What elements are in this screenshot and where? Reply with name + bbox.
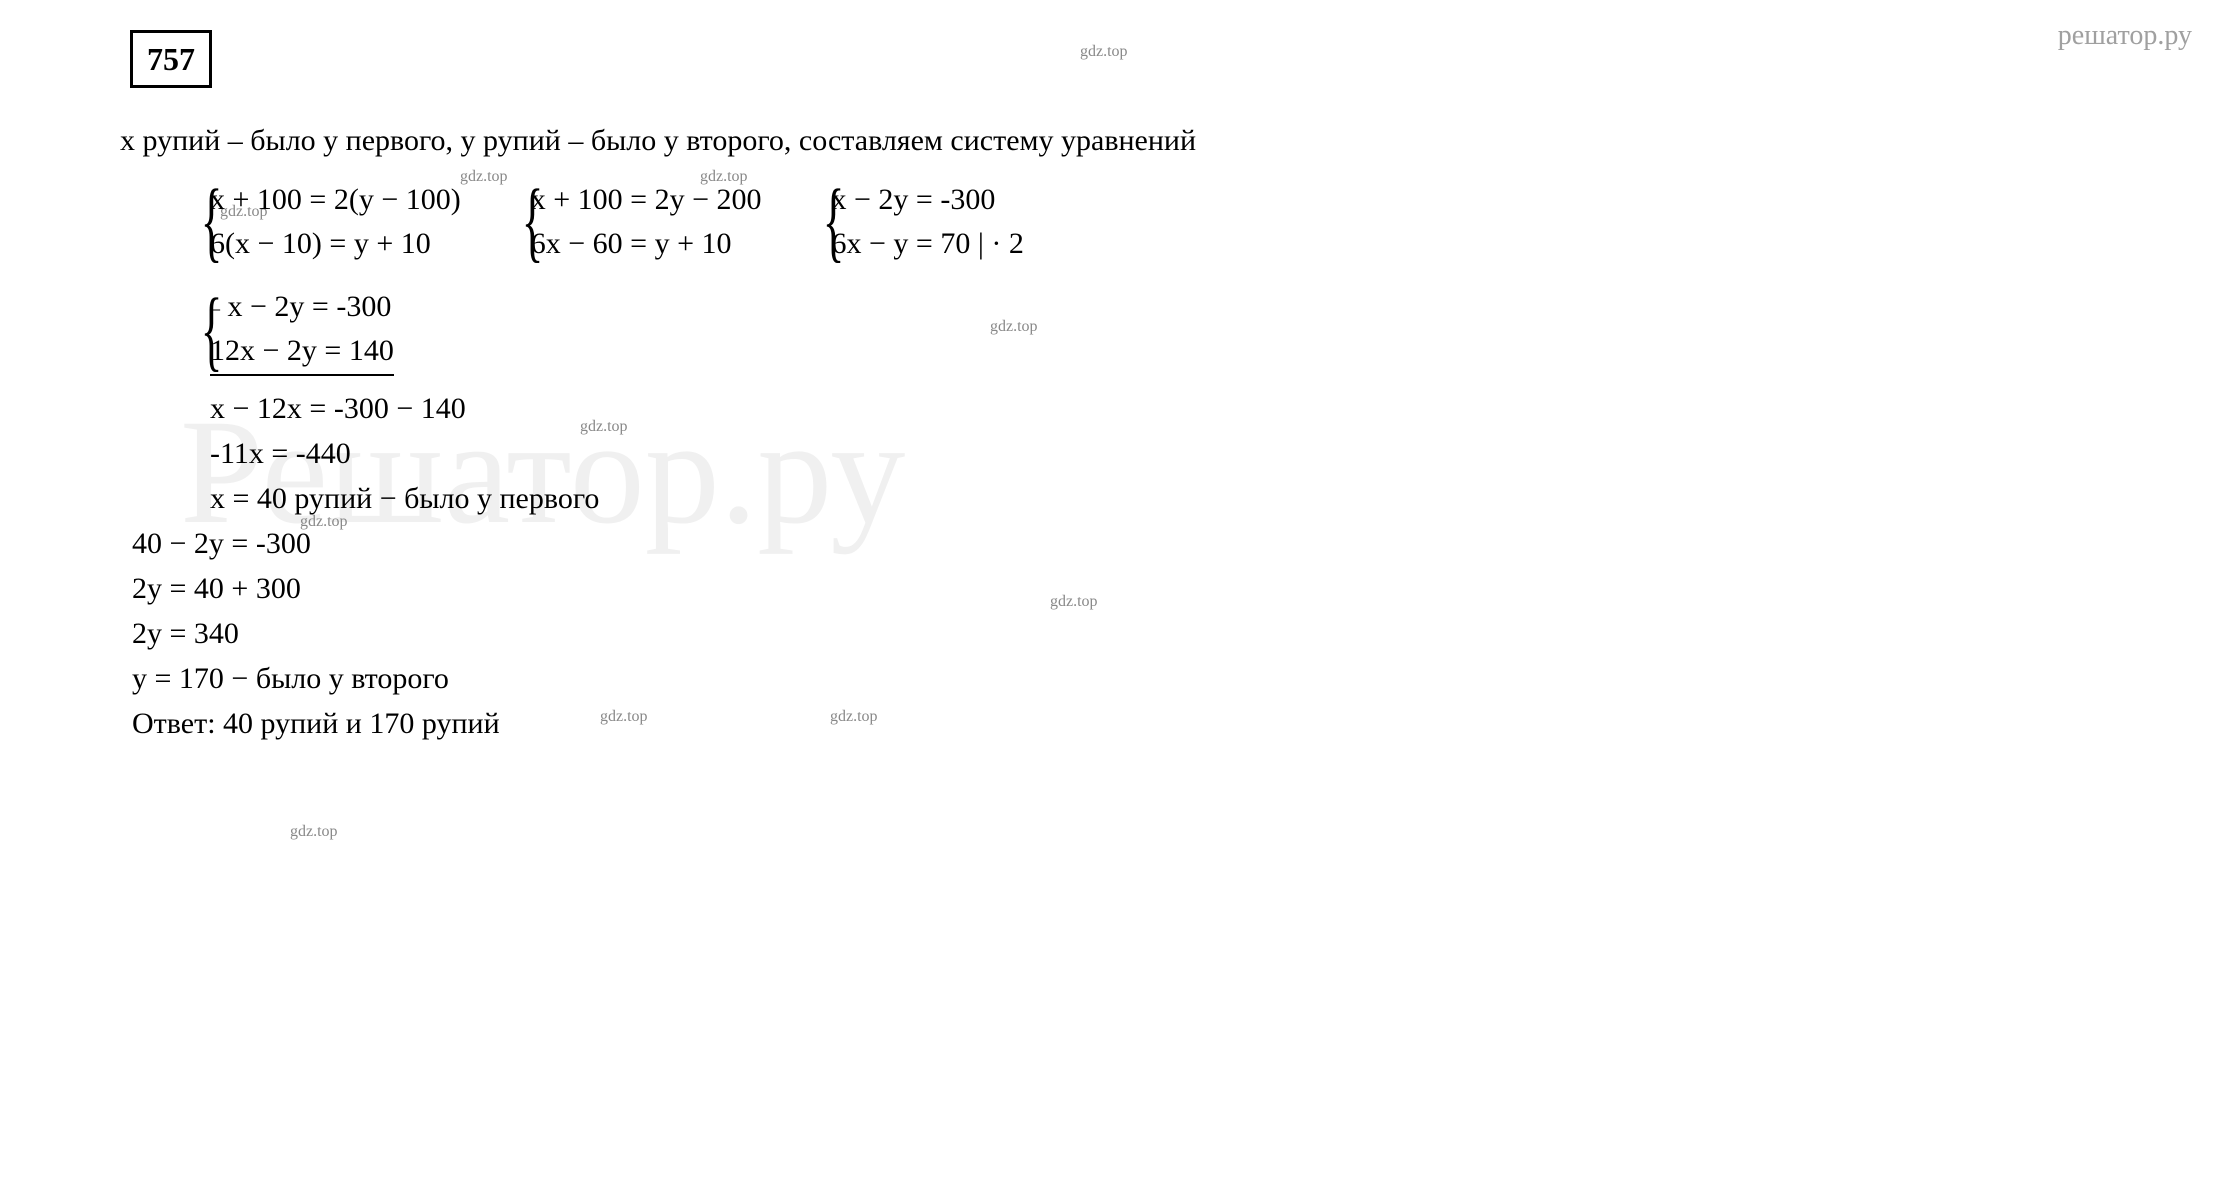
gdz-watermark: gdz.top [290, 820, 338, 844]
step-4: 40 − 2y = -300 [132, 521, 2102, 566]
step-7: y = 170 − было у второго [132, 656, 2102, 701]
exercise-number: 757 [130, 30, 212, 88]
brace-icon [190, 178, 233, 265]
system-1-line-1: x + 100 = 2(y − 100) [210, 178, 461, 222]
system-3-line-1: x − 2y = -300 [832, 178, 1024, 222]
systems-row: x + 100 = 2(y − 100) 6(x − 10) = y + 10 … [190, 178, 2102, 265]
system-1: x + 100 = 2(y − 100) 6(x − 10) = y + 10 [190, 178, 461, 265]
elimination-line-2: 12x − 2y = 140 [210, 329, 2102, 377]
step-3: x = 40 рупий − было у первого [210, 476, 2102, 521]
elimination-line-1: _ x − 2y = -300 [210, 285, 2102, 329]
problem-statement: х рупий – было у первого, у рупий – было… [120, 118, 2102, 163]
solution-content: 757 х рупий – было у первого, у рупий – … [120, 30, 2102, 746]
system-2: x + 100 = 2y − 200 6x − 60 = y + 10 [511, 178, 762, 265]
system-1-line-2: 6(x − 10) = y + 10 [210, 222, 461, 266]
step-5: 2y = 40 + 300 [132, 566, 2102, 611]
system-3: x − 2y = -300 6x − y = 70 | · 2 [812, 178, 1024, 265]
brace-icon [812, 178, 855, 265]
system-2-line-1: x + 100 = 2y − 200 [531, 178, 762, 222]
step-1: x − 12x = -300 − 140 [210, 386, 2102, 431]
answer: Ответ: 40 рупий и 170 рупий [132, 701, 2102, 746]
brace-icon [511, 178, 554, 265]
subtraction-indicator: _ [210, 291, 220, 313]
step-2: -11x = -440 [210, 431, 2102, 476]
elimination-eq-2: 12x − 2y = 140 [210, 329, 394, 377]
elimination-system: _ x − 2y = -300 12x − 2y = 140 [190, 285, 2102, 376]
system-2-line-2: 6x − 60 = y + 10 [531, 222, 762, 266]
step-6: 2y = 340 [132, 611, 2102, 656]
system-3-line-2: 6x − y = 70 | · 2 [832, 222, 1024, 266]
elimination-eq-1: x − 2y = -300 [228, 290, 392, 323]
